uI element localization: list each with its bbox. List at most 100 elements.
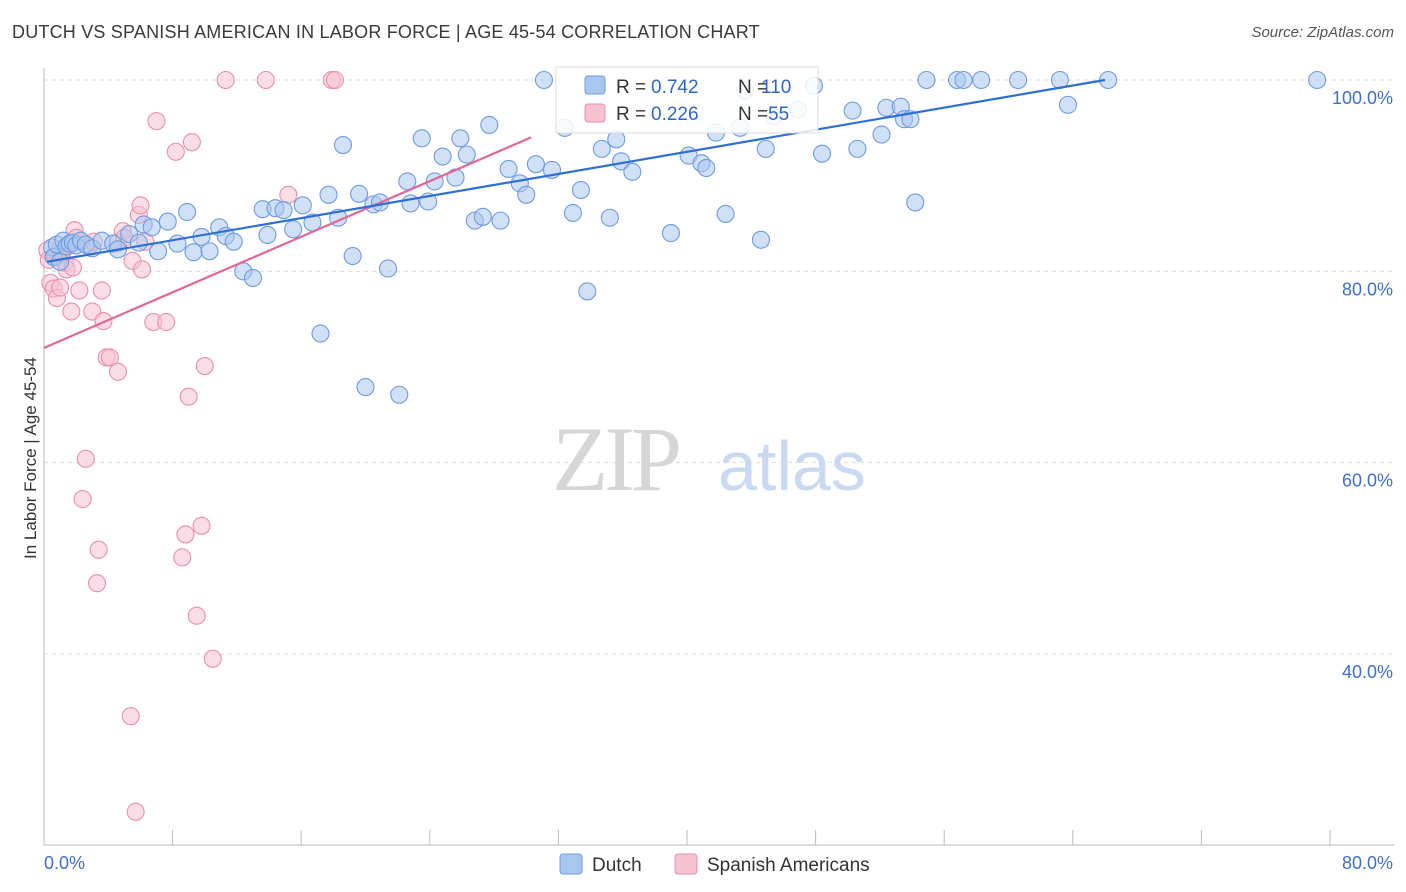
- y-tick-label-100: 100.0%: [1332, 88, 1393, 108]
- dutch-point-22: [178, 202, 197, 222]
- spanish-point-52: [279, 185, 298, 204]
- dutch-point-91: [843, 101, 862, 120]
- spanish-trend-line: [43, 136, 532, 349]
- legend-spanish-r-value: 0.226: [651, 104, 699, 125]
- chart-title: DUTCH VS SPANISH AMERICAN IN LABOR FORCE…: [12, 22, 760, 42]
- dutch-point-39: [319, 185, 338, 204]
- dutch-point-16: [129, 233, 148, 252]
- spanish-point-15: [70, 281, 89, 300]
- legend-spanish-n-value: 55: [768, 104, 789, 125]
- dutch-point-76: [623, 162, 642, 181]
- dutch-point-92: [848, 139, 867, 158]
- dutch-point-62: [499, 159, 518, 179]
- y-tick-label-40: 40.0%: [1342, 662, 1393, 682]
- dutch-point-90: [812, 144, 832, 163]
- dutch-point-107: [1308, 70, 1327, 90]
- y-axis-title: In Labor Force | Age 45-54: [21, 357, 40, 559]
- watermark-atlas: atlas: [718, 427, 866, 505]
- dutch-point-98: [906, 193, 925, 212]
- dutch-point-105: [1058, 95, 1078, 114]
- spanish-point-46: [187, 606, 206, 625]
- y-tick-label-60: 60.0%: [1342, 471, 1393, 491]
- bottom-legend-dutch-label: Dutch: [592, 855, 642, 876]
- dutch-point-18: [142, 218, 161, 237]
- spanish-point-41: [166, 142, 185, 161]
- dutch-point-65: [526, 155, 545, 174]
- y-tick-labels: 40.0% 60.0% 80.0% 100.0%: [1332, 88, 1393, 682]
- dutch-point-101: [954, 70, 973, 90]
- legend-dutch-r-label: R =: [616, 77, 646, 98]
- bottom-legend-spanish-swatch: [674, 853, 698, 875]
- spanish-point-48: [195, 356, 214, 376]
- spanish-point-35: [131, 196, 150, 215]
- spanish-point-45: [182, 133, 201, 152]
- spanish-point-47: [192, 516, 211, 535]
- spanish-point-43: [176, 525, 195, 544]
- x-tick-label-max: 80.0%: [1342, 853, 1393, 873]
- legend-spanish-swatch: [584, 103, 606, 123]
- source-credit: Source: ZipAtlas.com: [1251, 24, 1394, 41]
- dutch-point-69: [563, 203, 582, 223]
- series-legend: Dutch Spanish Americans: [559, 853, 870, 876]
- spanish-point-26: [100, 348, 119, 367]
- dutch-point-80: [697, 158, 716, 178]
- dutch-point-41: [333, 136, 353, 155]
- spanish-point-50: [216, 70, 235, 90]
- dutch-point-28: [224, 232, 243, 251]
- stats-legend: R = 0.742 N = 110 R = 0.226 N = 55: [555, 66, 819, 134]
- trend-lines: [43, 78, 1106, 349]
- legend-dutch-n-value: 110: [761, 77, 791, 98]
- dutch-point-60: [480, 115, 499, 135]
- spanish-point-28: [108, 362, 127, 381]
- dutch-point-38: [311, 324, 330, 343]
- dutch-point-35: [284, 220, 303, 239]
- dutch-point-36: [293, 196, 312, 215]
- dutch-point-44: [356, 378, 375, 397]
- legend-dutch-n-label: N =: [738, 77, 768, 98]
- dutch-point-25: [200, 242, 219, 261]
- dutch-point-30: [243, 268, 263, 288]
- dutch-point-66: [534, 70, 553, 90]
- grid-lines: [44, 79, 1394, 655]
- dutch-point-99: [917, 70, 936, 90]
- spanish-point-54: [325, 70, 345, 90]
- dutch-point-48: [390, 385, 409, 404]
- dutch-point-82: [716, 204, 735, 223]
- dutch-point-70: [571, 180, 590, 200]
- spanish-point-21: [87, 574, 107, 593]
- dutch-point-20: [158, 212, 177, 231]
- dutch-point-64: [517, 185, 536, 204]
- x-tick-label-min: 0.0%: [44, 853, 85, 873]
- spanish-point-23: [92, 281, 111, 300]
- dutch-point-32: [258, 225, 277, 245]
- dutch-point-77: [661, 224, 680, 243]
- x-ticks: [43, 830, 1331, 845]
- spanish-point-44: [179, 387, 198, 406]
- dutch-point-86: [756, 139, 775, 158]
- watermark-zip: ZIP: [552, 408, 679, 510]
- dutch-point-51: [412, 129, 431, 148]
- spanish-point-16: [73, 489, 92, 509]
- spanish-point-39: [147, 112, 166, 131]
- spanish-series: [38, 70, 345, 821]
- dutch-point-61: [491, 211, 510, 230]
- spanish-point-40: [157, 312, 176, 332]
- spanish-point-36: [133, 260, 152, 279]
- spanish-point-22: [89, 540, 108, 559]
- dutch-point-43: [350, 184, 369, 203]
- y-tick-label-80: 80.0%: [1342, 279, 1393, 299]
- legend-spanish-r-label: R =: [616, 104, 646, 125]
- dutch-point-102: [972, 70, 991, 90]
- dutch-point-71: [578, 282, 597, 301]
- bottom-legend-dutch-swatch: [559, 853, 583, 875]
- dutch-point-59: [473, 207, 492, 226]
- dutch-point-54: [433, 147, 452, 166]
- spanish-point-42: [173, 548, 192, 567]
- dutch-point-72: [592, 139, 611, 158]
- bottom-legend-spanish-label: Spanish Americans: [707, 855, 870, 876]
- dutch-point-42: [343, 246, 362, 266]
- spanish-point-33: [126, 802, 145, 821]
- dutch-point-19: [149, 242, 168, 261]
- spanish-point-49: [203, 649, 222, 668]
- dutch-point-85: [751, 230, 770, 249]
